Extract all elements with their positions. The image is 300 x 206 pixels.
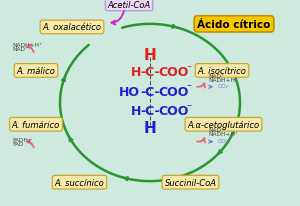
Text: NADH+H⁺: NADH+H⁺ xyxy=(208,132,238,137)
Text: -C-: -C- xyxy=(140,85,160,98)
Text: NAD⁺: NAD⁺ xyxy=(12,46,28,51)
Text: H: H xyxy=(131,66,142,79)
Text: -C-: -C- xyxy=(140,104,160,117)
Text: NAD⁺: NAD⁺ xyxy=(208,128,224,133)
Text: -C-: -C- xyxy=(140,66,160,79)
Text: A. isocítrico: A. isocítrico xyxy=(198,67,246,76)
Text: H: H xyxy=(144,120,156,135)
Text: NADH+H⁺: NADH+H⁺ xyxy=(12,42,42,47)
Text: Acetil-CoA: Acetil-CoA xyxy=(107,1,151,10)
Text: Ácido cítrico: Ácido cítrico xyxy=(197,20,271,30)
Text: A. oxalacético: A. oxalacético xyxy=(43,23,101,32)
Text: ⁻: ⁻ xyxy=(186,83,192,93)
Text: NAD⁺: NAD⁺ xyxy=(208,73,224,78)
Text: Succinil-CoA: Succinil-CoA xyxy=(164,178,217,187)
Text: H: H xyxy=(131,104,142,117)
Text: HO: HO xyxy=(118,85,140,98)
Text: COO: COO xyxy=(159,104,189,117)
Text: FAD: FAD xyxy=(12,141,23,146)
Text: CO₂: CO₂ xyxy=(217,138,228,143)
Text: COO: COO xyxy=(159,66,189,79)
Text: FADH₂: FADH₂ xyxy=(12,137,30,142)
Text: ⁻: ⁻ xyxy=(186,64,192,74)
Text: A. fumárico: A. fumárico xyxy=(12,120,60,129)
Text: A.α-cetoglutárico: A.α-cetoglutárico xyxy=(188,120,260,129)
Text: A. málico: A. málico xyxy=(16,67,56,76)
Text: ⁻: ⁻ xyxy=(186,102,192,112)
Text: CO₂: CO₂ xyxy=(217,84,228,89)
Text: COO: COO xyxy=(159,85,189,98)
Text: NADH+H⁺: NADH+H⁺ xyxy=(208,77,238,82)
Text: A. succínico: A. succínico xyxy=(55,178,104,187)
Text: H: H xyxy=(144,48,156,63)
